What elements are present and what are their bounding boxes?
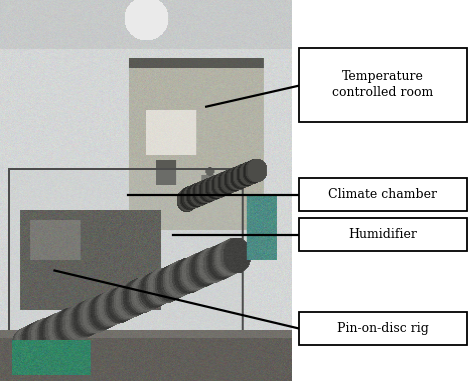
FancyBboxPatch shape: [299, 218, 467, 251]
FancyBboxPatch shape: [299, 178, 467, 211]
Text: Humidifier: Humidifier: [348, 228, 417, 242]
FancyBboxPatch shape: [299, 312, 467, 345]
FancyBboxPatch shape: [299, 48, 467, 122]
Text: Pin-on-disc rig: Pin-on-disc rig: [337, 322, 428, 335]
Text: Climate chamber: Climate chamber: [328, 188, 437, 202]
Text: Temperature
controlled room: Temperature controlled room: [332, 70, 433, 99]
